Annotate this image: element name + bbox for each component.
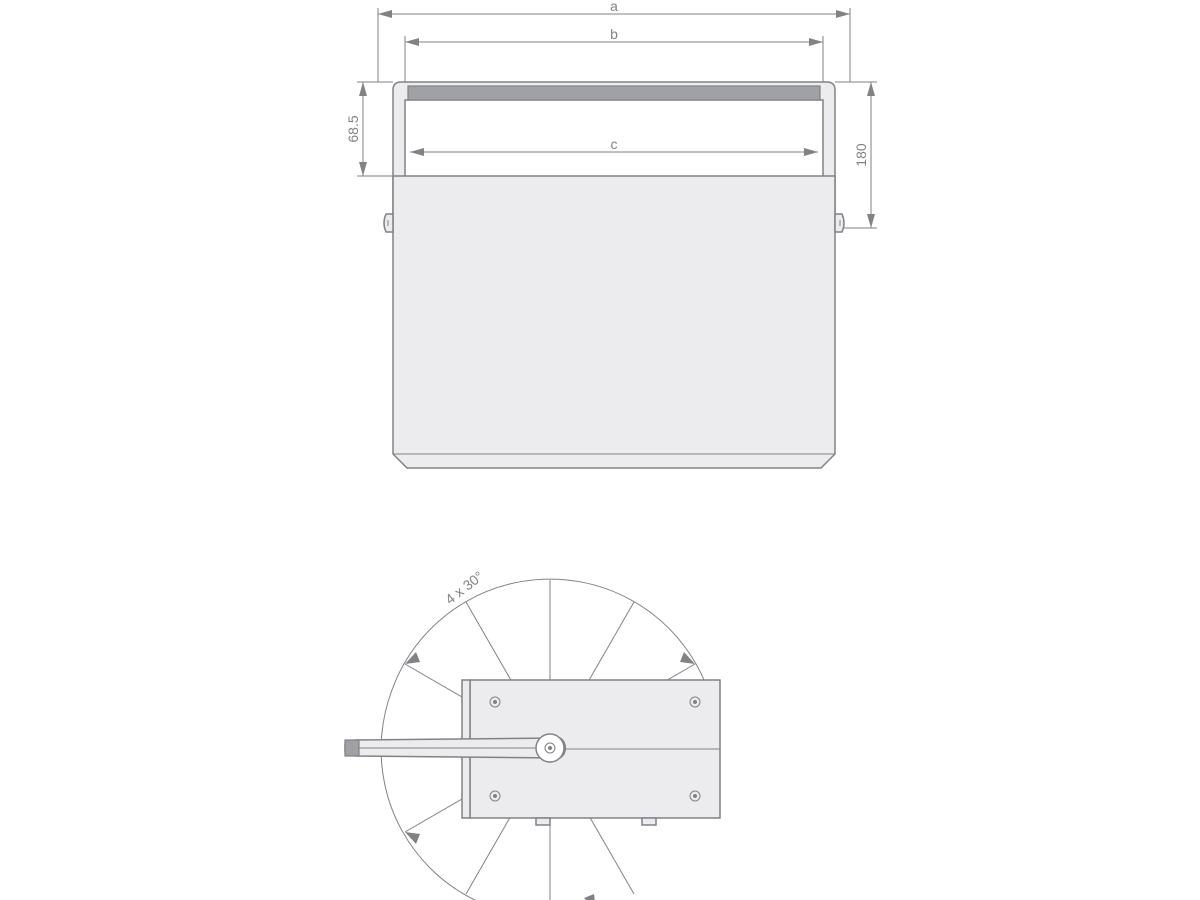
- technical-drawing: a b 68.5: [0, 0, 1200, 900]
- arc-arrow-ll: [405, 832, 420, 844]
- dim-b-label: b: [610, 26, 618, 42]
- dim-right-height: 180: [835, 82, 877, 228]
- swing-arc-lower: [381, 690, 430, 868]
- dim-c: c: [405, 136, 823, 158]
- dim-c-label: c: [611, 136, 618, 152]
- dim-a: a: [378, 0, 850, 18]
- foot-right: [642, 818, 656, 825]
- arc-arrow-lr: [584, 894, 596, 900]
- dim-right-height-label: 180: [853, 143, 869, 167]
- enclosure-body: [384, 176, 844, 468]
- angle-label-upper: 4 x 30°: [442, 568, 486, 608]
- dim-left-height-label: 68.5: [345, 115, 361, 142]
- handle-grip: [408, 86, 820, 100]
- front-view: a b 68.5: [345, 0, 877, 468]
- foot-left: [536, 818, 550, 825]
- side-view: 4 x 30° 4 x 30°: [345, 568, 720, 900]
- dim-b: b: [405, 26, 823, 46]
- dim-a-label: a: [610, 0, 618, 14]
- side-handle-arm: [345, 734, 565, 762]
- dim-left-height: 68.5: [345, 82, 393, 176]
